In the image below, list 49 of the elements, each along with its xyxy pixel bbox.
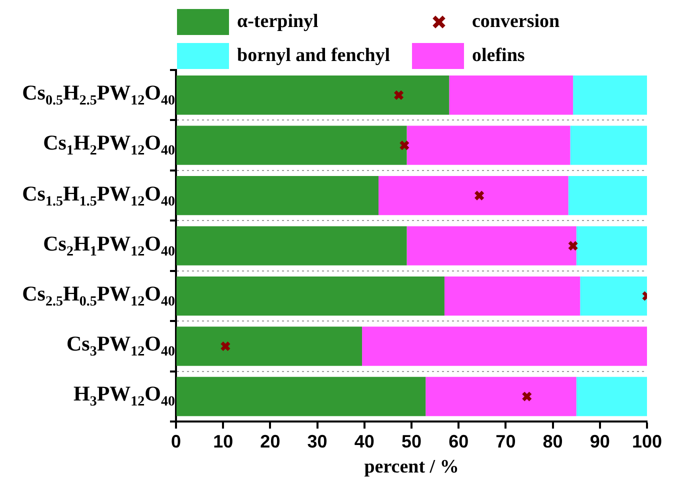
bar [449, 76, 574, 115]
point [522, 391, 532, 402]
y-tick-label: Cs$_{1}$H$_{2}$PW$_{12}$O$_{40}$ [43, 130, 175, 160]
bar [378, 176, 568, 216]
point [399, 140, 410, 151]
x-tick-label: 100 [632, 431, 662, 452]
bar [580, 276, 647, 316]
x-tick-label: 40 [354, 431, 374, 452]
bar [568, 176, 647, 216]
x-tick-label: 10 [213, 431, 234, 452]
y-tick-label: Cs$_{0.5}$H$_{2.5}$PW$_{12}$O$_{40}$ [22, 80, 175, 110]
bar [176, 226, 407, 266]
x-axis-title: percent / % [364, 456, 459, 478]
y-tick-label: Cs$_{2}$H$_{1}$PW$_{12}$O$_{40}$ [43, 231, 175, 260]
x-tick-label: 30 [307, 431, 328, 452]
legend-label: olefins [472, 45, 525, 67]
y-tick-label: H$_{3}$PW$_{12}$O$_{40}$ [73, 382, 175, 412]
bar [570, 126, 647, 165]
legend-label: α-terpinyl [237, 11, 318, 33]
x-tick-label: 20 [260, 431, 280, 452]
bar [176, 126, 407, 165]
bar [176, 376, 426, 416]
bar [176, 326, 362, 366]
bar [426, 376, 576, 416]
point [394, 90, 404, 100]
point [474, 190, 485, 201]
legend-label: conversion [472, 11, 560, 33]
x-tick-label: 90 [590, 431, 610, 452]
y-tick-label: Cs$_{1.5}$H$_{1.5}$PW$_{12}$O$_{40}$ [22, 180, 175, 210]
bar [176, 176, 379, 216]
bar [362, 326, 647, 366]
bar [176, 276, 444, 316]
bar [576, 376, 647, 416]
bar [573, 76, 647, 115]
bar [576, 226, 647, 266]
x-tick-label: 50 [401, 431, 422, 452]
x-tick-label: 70 [496, 431, 516, 452]
x-tick-label: 60 [448, 431, 469, 452]
x-tick-label: 80 [542, 431, 563, 452]
bar [176, 76, 450, 115]
bar [406, 126, 570, 165]
point [568, 240, 578, 252]
x-tick-label: 0 [170, 431, 182, 452]
bar [444, 276, 580, 316]
y-tick-label: Cs$_{2.5}$H$_{0.5}$PW$_{12}$O$_{40}$ [22, 281, 175, 311]
y-tick-label: Cs$_{3}$PW$_{12}$O$_{40}$ [66, 332, 175, 361]
legend-label: bornyl and fenchyl [237, 45, 390, 67]
point [220, 340, 231, 352]
bar [406, 226, 576, 266]
